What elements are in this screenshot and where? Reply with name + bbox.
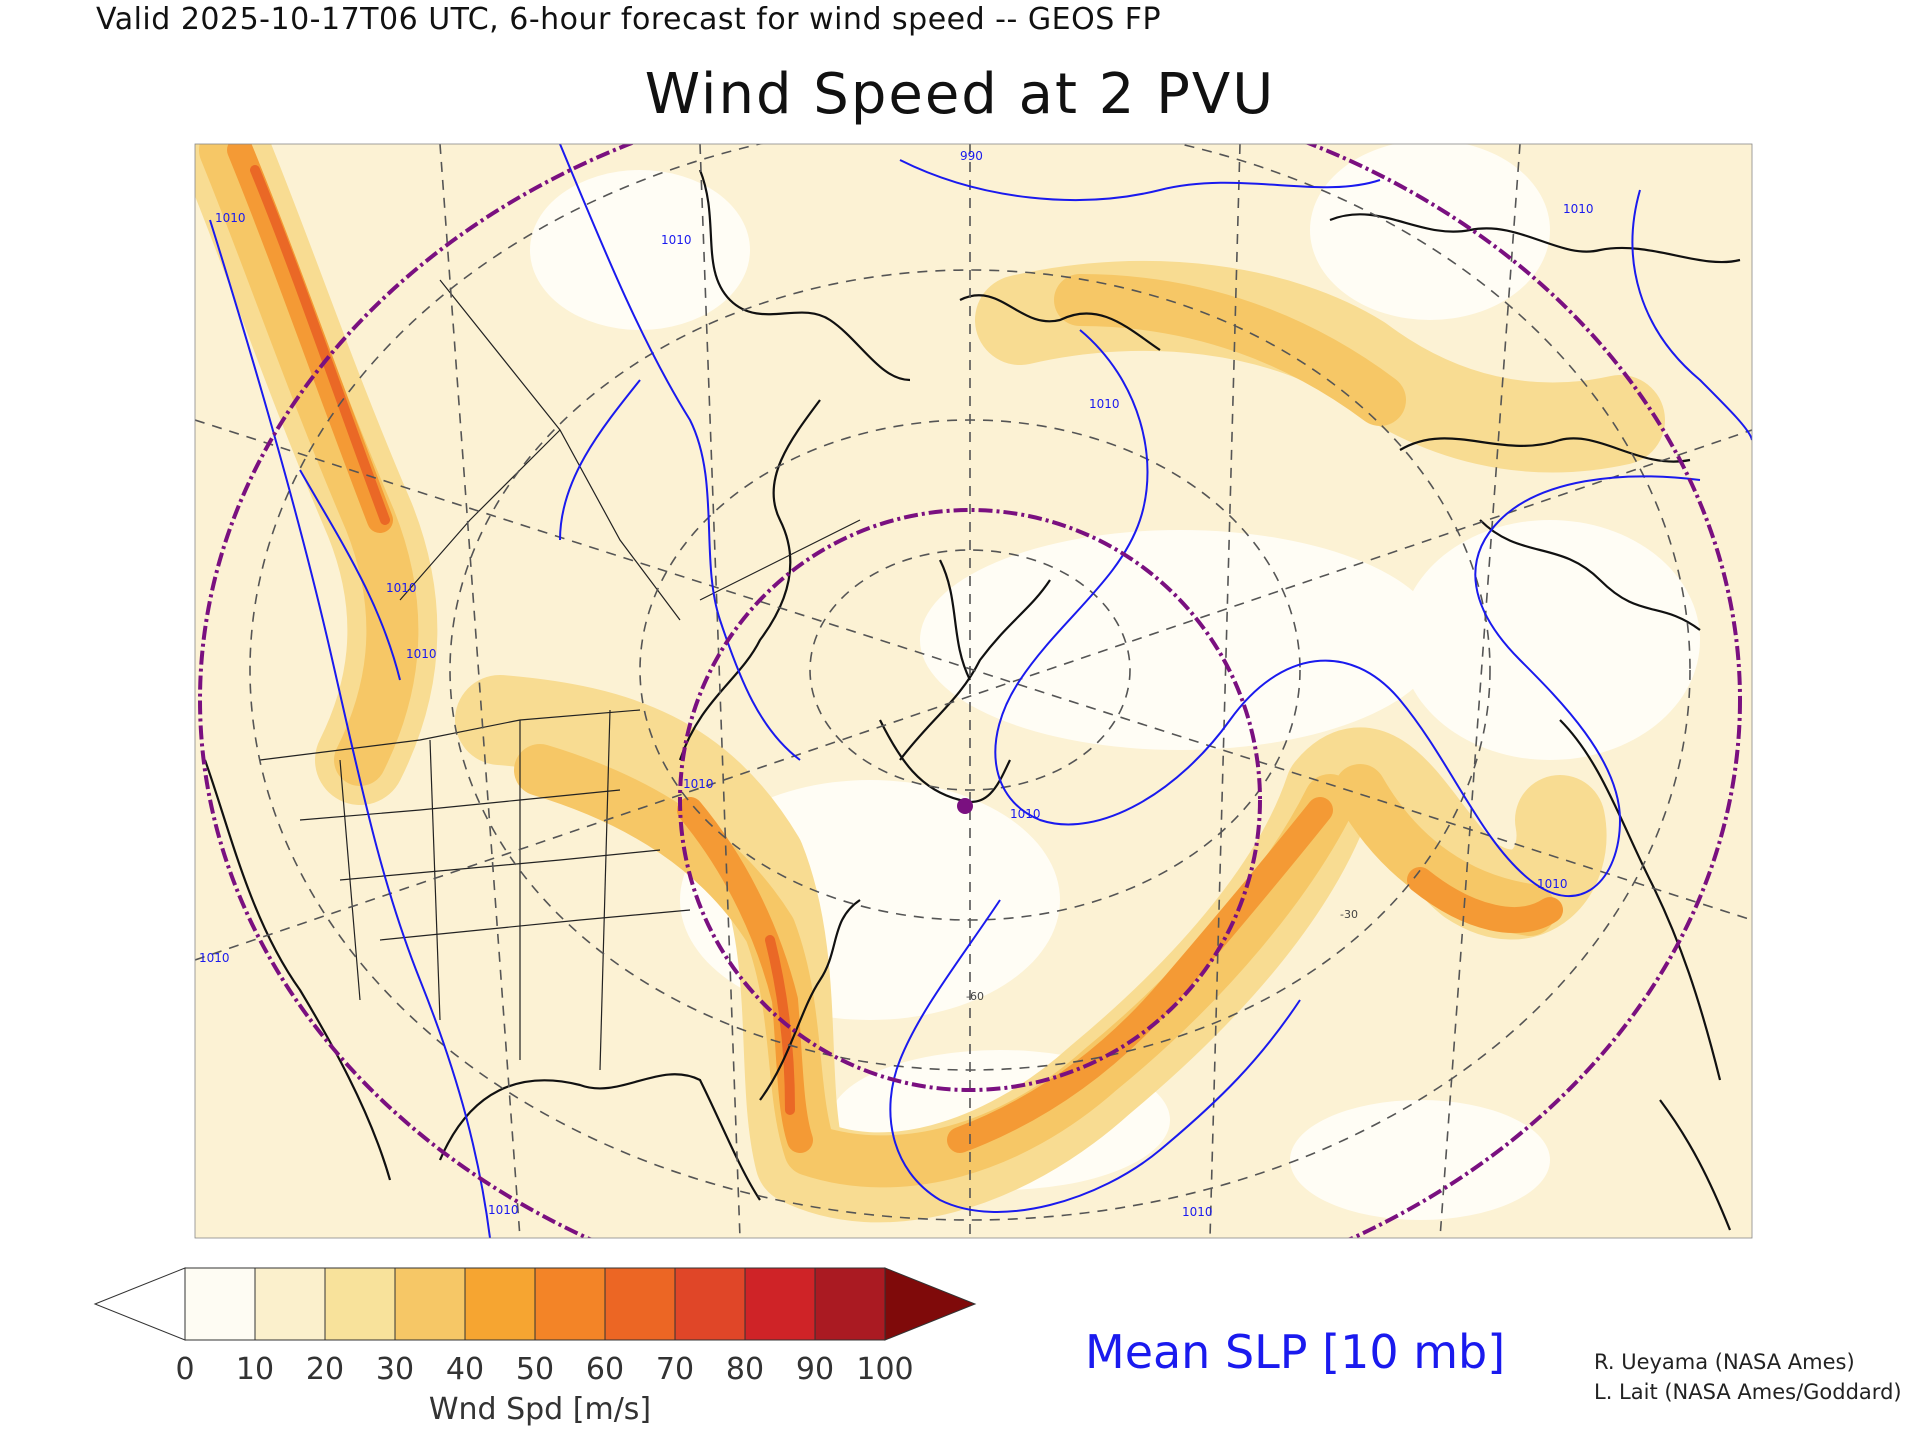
colorbar-under-arrow (93, 1267, 186, 1341)
colorbar-over-arrow (884, 1267, 977, 1341)
political-boundaries (259, 279, 861, 1071)
colorbar-tick-label: 50 (515, 1352, 555, 1387)
valid-time-header: Valid 2025-10-17T06 UTC, 6-hour forecast… (96, 2, 1162, 37)
colorbar-tick-label: 20 (305, 1352, 345, 1387)
credit-line-2: L. Lait (NASA Ames/Goddard) (1594, 1380, 1902, 1404)
colorbar-tick-label: 90 (795, 1352, 835, 1387)
colorbar-tick-label: 80 (725, 1352, 765, 1387)
colorbar-tick-label: 30 (375, 1352, 415, 1387)
colorbar-swatch (394, 1267, 466, 1341)
latitude-label: -60 (966, 990, 984, 1003)
contour-label: 1010 (683, 777, 714, 791)
colorbar-tick-label: 70 (655, 1352, 695, 1387)
graticule (195, 144, 1752, 1238)
contour-label: 1010 (386, 581, 417, 595)
coastlines (203, 169, 1741, 1231)
colorbar-tick-label: 40 (445, 1352, 485, 1387)
contour-label: 1010 (406, 647, 437, 661)
contour-label: 1010 (1563, 202, 1594, 216)
great-circle-tracks (198, 144, 1742, 1238)
colorbar-swatch (324, 1267, 396, 1341)
colorbar-tick-label: 10 (235, 1352, 275, 1387)
contour-label: 1010 (1182, 1205, 1213, 1219)
colorbar-tick-label: 100 (856, 1352, 914, 1387)
contour-label: 1010 (199, 951, 230, 965)
colorbar-swatch (604, 1267, 676, 1341)
contour-label: 1010 (1537, 877, 1568, 891)
contour-label: 1010 (661, 233, 692, 247)
colorbar-label: Wnd Spd [m/s] (428, 1392, 652, 1427)
colorbar-swatch (534, 1267, 606, 1341)
map-title: Wind Speed at 2 PVU (644, 62, 1276, 127)
jet-stream-bands (195, 144, 1665, 1223)
contour-label: 1010 (488, 1203, 519, 1217)
location-marker (957, 798, 973, 814)
colorbar-swatch (814, 1267, 886, 1341)
contour-label: 990 (960, 149, 983, 163)
contour-label: 1010 (1089, 397, 1120, 411)
slp-isobars (209, 144, 1752, 1238)
credit-line-1: R. Ueyama (NASA Ames) (1594, 1350, 1855, 1374)
colorbar-swatch (254, 1267, 326, 1341)
colorbar-swatch (674, 1267, 746, 1341)
slp-legend-label: Mean SLP [10 mb] (1085, 1325, 1506, 1379)
colorbar-tick-label: 0 (175, 1352, 195, 1387)
colorbar (93, 1267, 977, 1341)
colorbar-tick-label: 60 (585, 1352, 625, 1387)
contour-label: 1010 (1010, 807, 1041, 821)
colorbar-swatch (744, 1267, 816, 1341)
colorbar-swatch (184, 1267, 256, 1341)
contour-label: 1010 (215, 211, 246, 225)
colorbar-swatch (464, 1267, 536, 1341)
latitude-label: -30 (1340, 908, 1358, 921)
map-frame (194, 143, 1753, 1239)
